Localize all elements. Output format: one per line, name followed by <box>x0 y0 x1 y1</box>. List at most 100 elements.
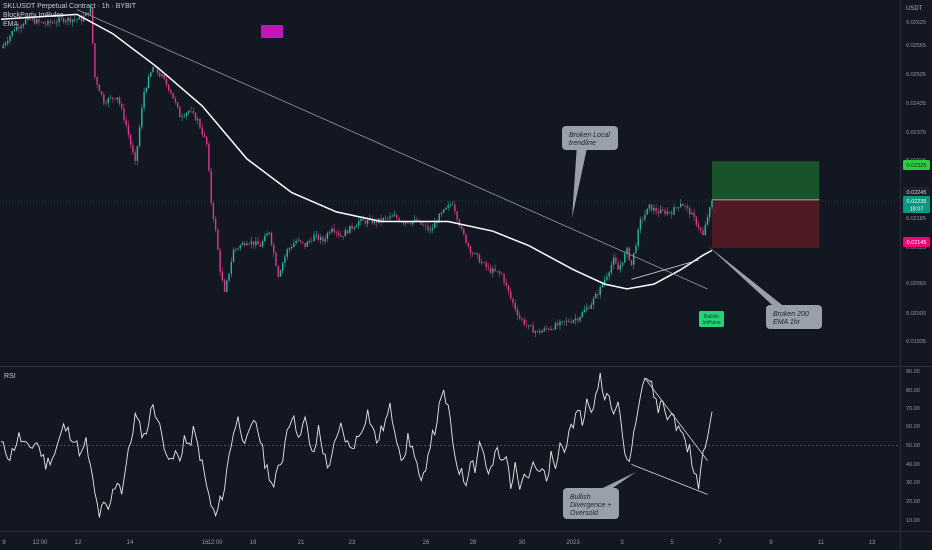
symbol-title[interactable]: SKLUSDT Perpetual Contract · 1h · BYBIT <box>3 3 136 10</box>
candle-body <box>18 26 20 29</box>
candle-body <box>364 220 367 224</box>
candle-body <box>657 211 660 214</box>
stop-loss-price-tag: 0.02145 <box>903 237 930 247</box>
candle-body <box>427 226 429 231</box>
candle-body <box>673 207 675 215</box>
candle-body <box>481 262 483 263</box>
candle-body <box>514 303 516 310</box>
candle-body <box>552 328 554 330</box>
candle-body <box>40 21 42 23</box>
candle-body <box>42 21 45 24</box>
candle-body <box>134 152 136 161</box>
candle-body <box>664 210 666 214</box>
candle-body <box>275 252 277 267</box>
candle-body <box>60 17 63 19</box>
candle-body <box>487 267 490 269</box>
candle-body <box>476 253 478 255</box>
candle-body <box>404 222 407 224</box>
candle-body <box>431 228 434 230</box>
indicator-ema-label[interactable]: EMA <box>3 21 19 28</box>
candle-body <box>56 22 58 24</box>
stop-loss-price-tag-bg <box>903 237 930 247</box>
candle-body <box>384 217 387 219</box>
time-tick-label: 23 <box>349 540 356 546</box>
candle-body <box>706 217 709 225</box>
candle-body <box>62 18 65 23</box>
candle-body <box>98 84 101 92</box>
candle-body <box>447 205 449 208</box>
candle-body <box>610 264 613 273</box>
candle-body <box>183 115 186 117</box>
candle-body <box>239 245 241 249</box>
candle-body <box>65 20 67 23</box>
candle-body <box>290 247 293 249</box>
candle-body <box>154 67 156 68</box>
indicator-impulse-label[interactable]: BlockParty ImPulse <box>3 12 64 19</box>
candle-body <box>621 262 624 266</box>
divergence-callout-pointer <box>602 472 636 488</box>
candle-body <box>697 224 700 228</box>
take-profit-price-tag: 0.02325 <box>903 160 930 170</box>
candle-body <box>170 90 172 93</box>
position-loss-zone <box>712 199 820 249</box>
candle-body <box>174 98 177 103</box>
candle-body <box>67 17 69 21</box>
price-tick-label: 0.02060 <box>906 281 926 287</box>
candle-body <box>13 30 16 32</box>
candle-body <box>188 110 190 113</box>
candle-body <box>458 219 461 227</box>
candle-body <box>315 234 317 236</box>
candle-body <box>467 242 469 247</box>
price-axis-currency: USDT <box>906 6 923 12</box>
candle-body <box>85 12 87 16</box>
time-tick-label: 30 <box>519 540 526 546</box>
current-price-tag-text: 0.02245 <box>907 190 927 196</box>
candle-body <box>590 304 592 309</box>
divergence-callout-text: Oversold <box>570 510 599 517</box>
candle-body <box>637 229 639 246</box>
candle-body <box>266 233 268 236</box>
time-tick-label: 28 <box>470 540 477 546</box>
candle-body <box>299 240 302 242</box>
candle-body <box>387 217 389 219</box>
rsi-tick-label: 80.00 <box>906 388 920 394</box>
candle-body <box>136 146 139 161</box>
candle-body <box>454 204 456 212</box>
candle-body <box>380 218 382 222</box>
candle-body <box>197 119 199 121</box>
candle-body <box>442 209 445 213</box>
candle-body <box>179 107 181 118</box>
candle-body <box>163 74 165 79</box>
candle-body <box>255 241 257 246</box>
candle-body <box>445 207 447 210</box>
rsi-tick-label: 90.00 <box>906 369 920 375</box>
candle-body <box>615 257 617 264</box>
price-tick-label: 0.02185 <box>906 216 926 222</box>
candle-body <box>686 206 689 208</box>
candle-body <box>351 225 353 229</box>
price-tick-label: 0.02375 <box>906 130 926 136</box>
candle-body <box>624 253 626 263</box>
candle-body <box>322 237 324 242</box>
rsi-tick-label: 40.00 <box>906 462 920 468</box>
candle-body <box>159 72 161 77</box>
ema-break-callout-text: EMA 1hr <box>773 319 801 326</box>
candle-body <box>659 209 662 214</box>
rsi-axis: 90.00 80.00 70.00 60.00 50.00 40.00 30.00 20.00… <box>906 369 920 524</box>
candle-body <box>282 262 284 271</box>
candle-body <box>286 249 288 257</box>
candle-body <box>521 318 523 320</box>
candle-body <box>353 227 355 229</box>
ema-break-callout-text: Broken 200 <box>773 311 809 318</box>
candle-body <box>123 108 125 121</box>
price-axis: USDT 0.02625 0.02565 0.02505 0.02435 0.02375 0… <box>906 6 926 345</box>
candle-body <box>15 26 18 31</box>
candle-body <box>411 221 414 224</box>
current-price-tag-bg <box>903 187 930 197</box>
candle-body <box>228 273 230 281</box>
trendline-break-callout-pointer <box>572 150 587 218</box>
candle-body <box>143 91 145 109</box>
candle-body <box>393 215 396 217</box>
candle-body <box>58 17 60 23</box>
